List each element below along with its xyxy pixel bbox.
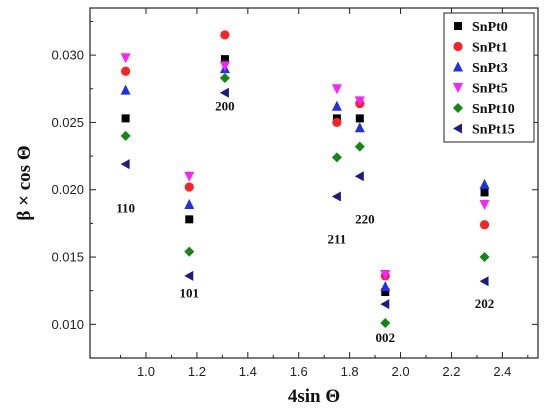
data-point (185, 215, 194, 224)
data-point (479, 252, 490, 263)
legend-marker (453, 103, 463, 113)
data-point (331, 191, 341, 202)
legend-label: SnPt1 (472, 41, 508, 56)
data-point (184, 199, 195, 210)
plot-frame (89, 7, 539, 359)
data-point (220, 55, 229, 64)
data-point (331, 84, 342, 95)
data-point (121, 66, 131, 76)
series-snpt15 (120, 87, 489, 310)
data-point (331, 152, 342, 163)
data-point (184, 270, 194, 281)
data-point (381, 288, 390, 297)
data-point (479, 200, 490, 211)
x-tick-label: 2.0 (392, 364, 410, 379)
peak-label: 110 (116, 201, 135, 216)
peak-label: 211 (328, 232, 347, 247)
legend-marker (453, 61, 463, 72)
x-tick-label: 1.6 (290, 364, 308, 379)
data-point (120, 53, 131, 64)
x-tick-label: 1.8 (341, 364, 359, 379)
data-point (479, 220, 490, 230)
legend: SnPt0 SnPt1 SnPt3 SnPt5 SnPt10 SnPt15 (443, 12, 535, 143)
data-point (354, 141, 365, 152)
data-point (354, 171, 364, 182)
data-point (380, 299, 390, 310)
data-point (480, 188, 489, 197)
legend-label: SnPt0 (472, 20, 508, 35)
series-snpt5 (120, 53, 490, 281)
data-point (219, 61, 230, 72)
peak-label: 202 (475, 296, 495, 311)
data-point (184, 171, 195, 182)
data-point (354, 96, 365, 107)
y-tick-label: 0.025 (51, 115, 84, 130)
x-tick-label: 2.2 (442, 364, 460, 379)
y-tick-label: 0.020 (51, 182, 84, 197)
data-point (120, 159, 130, 170)
data-point (479, 276, 489, 287)
legend-marker (453, 83, 463, 93)
y-tick-label: 0.030 (51, 48, 84, 63)
data-point (354, 122, 365, 133)
data-point (332, 117, 342, 128)
data-point (331, 100, 342, 111)
x-tick-label: 2.4 (493, 364, 511, 379)
y-axis-title: β × cos Θ (14, 145, 35, 220)
legend-box (443, 12, 535, 143)
peak-label: 220 (355, 211, 375, 226)
legend-marker (454, 22, 462, 30)
data-point (479, 178, 490, 189)
data-point (184, 182, 194, 192)
data-point (380, 270, 391, 281)
legend-label: SnPt5 (472, 82, 508, 97)
series-snpt10 (120, 73, 490, 328)
data-point (120, 84, 131, 95)
peak-label: 002 (376, 330, 396, 345)
peak-label: 101 (180, 285, 200, 300)
data-point (184, 246, 195, 257)
legend-label: SnPt10 (472, 102, 515, 117)
data-point (380, 318, 391, 328)
legend-marker (453, 41, 463, 52)
peak-label: 200 (215, 98, 235, 113)
x-tick-label: 1.4 (239, 364, 257, 379)
data-point (219, 73, 230, 83)
data-point (121, 114, 130, 123)
y-tick-label: 0.015 (51, 250, 84, 265)
data-point (380, 281, 391, 292)
plot-area: 1.0 1.2 1.4 1.6 1.8 2.0 2.2 2.4 0.010 0.015 0.020 0… (51, 7, 539, 379)
data-point (355, 114, 364, 123)
x-tick-label: 1.0 (137, 364, 155, 379)
data-point (120, 130, 131, 141)
y-tick-label: 0.010 (51, 317, 84, 332)
legend-label: SnPt15 (472, 123, 515, 138)
data-point (219, 87, 229, 98)
data-point (220, 30, 230, 40)
legend-marker (453, 123, 462, 134)
x-tick-label: 1.2 (188, 364, 206, 379)
legend-label: SnPt3 (472, 61, 508, 76)
x-axis-title: 4sin Θ (288, 386, 340, 407)
